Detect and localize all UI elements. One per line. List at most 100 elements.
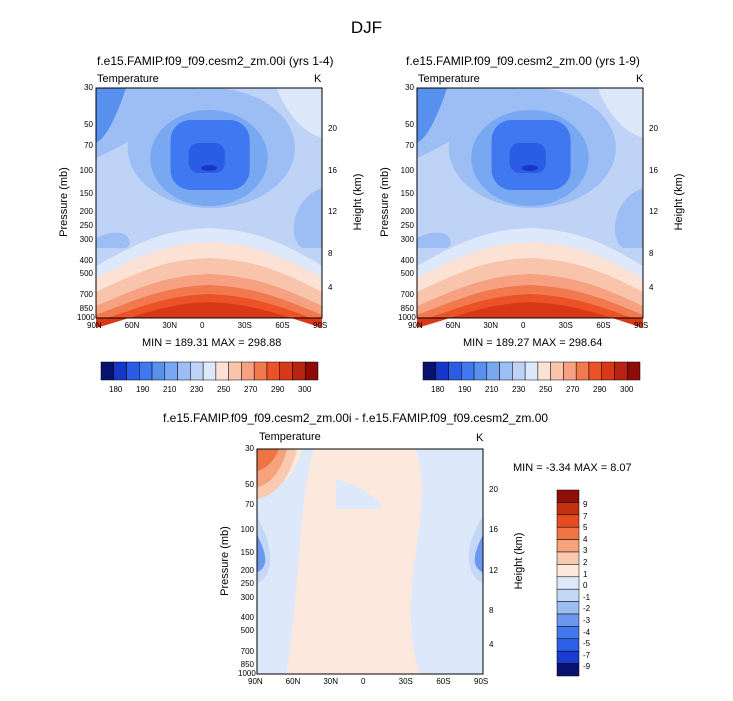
panel3-colorbar-label-9: -2 <box>583 604 591 614</box>
panel3-colorbar-label-10: -3 <box>583 616 591 625</box>
panel2-colorbar-swatch-2 <box>448 361 462 381</box>
panel3-colorbar <box>556 489 580 677</box>
panel2-x-tick-1: 60N <box>445 321 461 330</box>
panel1-right-label: K <box>314 73 322 85</box>
panel3-y-tick-2: 70 <box>245 500 254 510</box>
panel2-colorbar-label-4: 250 <box>539 385 553 394</box>
panel3-colorbar-label-2: 5 <box>583 523 588 533</box>
panel1-y-tick-9: 500 <box>79 269 93 279</box>
panel1-y2-tick-1: 16 <box>328 165 337 175</box>
panel2-colorbar-swatch-5 <box>486 361 500 381</box>
panel3-y2label: Height (km) <box>513 532 525 589</box>
panel2-y-tick-6: 250 <box>400 221 414 230</box>
panel1-colorbar-swatch-10 <box>228 361 242 381</box>
panel1-y-tick-5: 200 <box>79 207 93 217</box>
panel1-y-tick-4: 150 <box>79 188 93 198</box>
panel3-ylabel: Pressure (mb) <box>219 525 231 596</box>
panel3-colorbar-label-4: 3 <box>583 546 588 556</box>
panel1-colorbar-swatch-12 <box>253 361 268 381</box>
panel1-left-label: Temperature <box>97 73 159 85</box>
panel1-stats: MIN = 189.31 MAX = 298.88 <box>142 337 282 349</box>
panel1-y-tick-8: 400 <box>79 255 93 265</box>
panel3-title: f.e15.FAMIP.f09_f09.cesm2_zm.00i - f.e15… <box>163 411 549 425</box>
panel1-colorbar-label-3: 230 <box>190 385 204 394</box>
panel3-y-tick-3: 100 <box>240 525 254 534</box>
panel1-title: f.e15.FAMIP.f09_f09.cesm2_zm.00i (yrs 1-… <box>97 54 334 68</box>
panel2-contour-plot <box>416 87 644 328</box>
panel1-y2-tick-3: 8 <box>328 248 333 258</box>
panel3-colorbar-label-5: 2 <box>583 558 588 567</box>
panel2-colorbar-swatch-9 <box>537 361 551 381</box>
panel1-colorbar-label-5: 270 <box>244 385 258 394</box>
panel2-colorbar-swatch-13 <box>588 361 602 381</box>
panel2-y-tick-3: 100 <box>400 165 414 175</box>
panel3-colorbar-label-13: -7 <box>583 650 591 660</box>
panel3-y2-tick-3: 8 <box>489 606 494 615</box>
panel2-y2-tick-4: 4 <box>649 283 654 293</box>
panel2-x-tick-4: 30S <box>558 321 573 330</box>
panel1-colorbar-swatch-9 <box>215 361 229 381</box>
panel2-colorbar-swatch-8 <box>524 361 539 381</box>
panel2-y-tick-7: 300 <box>400 234 414 244</box>
panel2-y-tick-4: 150 <box>400 188 414 198</box>
panel3-colorbar-swatch-7 <box>556 576 580 590</box>
panel1-y-tick-12: 1000 <box>77 313 95 322</box>
panel2-colorbar-swatch-7 <box>512 361 526 381</box>
panel1-y-tick-7: 300 <box>79 234 93 244</box>
panel3-right-label: K <box>476 432 484 444</box>
panel1-colorbar-label-2: 210 <box>163 385 177 394</box>
panel3-x-tick-6: 90S <box>474 677 489 686</box>
panel2-y2-tick-0: 20 <box>649 124 658 134</box>
panel1-x-tick-4: 30S <box>237 321 252 330</box>
panel2-left-label: Temperature <box>418 73 480 85</box>
panel3-colorbar-swatch-14 <box>556 663 580 677</box>
panel3-colorbar-swatch-8 <box>556 588 580 602</box>
panel3-y2-tick-1: 16 <box>489 525 498 534</box>
panel3-colorbar-swatch-11 <box>556 626 580 640</box>
panel2-title: f.e15.FAMIP.f09_f09.cesm2_zm.00 (yrs 1-9… <box>406 54 640 68</box>
panel2-colorbar <box>422 361 641 381</box>
panel2-x-tick-6: 90S <box>634 321 649 330</box>
panel1-y2-tick-0: 20 <box>328 124 337 134</box>
panel3-left-label: Temperature <box>259 431 321 443</box>
panel1-y2label: Height (km) <box>352 173 364 231</box>
panel1-y-tick-11: 850 <box>79 303 93 313</box>
panel3-y-tick-6: 250 <box>240 579 254 588</box>
panel1-colorbar-swatch-0 <box>100 361 115 381</box>
panel3-y-tick-8: 400 <box>240 612 254 622</box>
panel1-colorbar-label-7: 300 <box>298 385 312 394</box>
panel2-colorbar-label-6: 290 <box>593 385 607 394</box>
panel1-ylabel: Pressure (mb) <box>58 167 70 237</box>
panel3-colorbar-swatch-3 <box>556 526 580 540</box>
panel3-y2-tick-4: 4 <box>489 639 494 649</box>
panel3-y2-tick-2: 12 <box>489 565 498 575</box>
panel2-y-tick-2: 70 <box>405 140 414 150</box>
panel2-colorbar-swatch-0 <box>422 361 437 381</box>
panel2-y2-tick-2: 12 <box>649 207 658 217</box>
panel2-colorbar-label-7: 300 <box>620 385 634 394</box>
panel2-ylabel: Pressure (mb) <box>379 167 391 237</box>
panel3-y-tick-1: 50 <box>245 480 254 489</box>
panel3-x-tick-1: 60N <box>285 677 301 686</box>
panel3-y-tick-12: 1000 <box>238 669 256 678</box>
panel1-colorbar-swatch-7 <box>190 361 204 381</box>
panel1-y2-tick-4: 4 <box>328 283 333 293</box>
panel3-y-tick-10: 700 <box>240 646 254 656</box>
panel1-colorbar-swatch-3 <box>139 361 153 381</box>
panel2-x-tick-3: 0 <box>521 321 526 330</box>
panel3-colorbar-label-8: -1 <box>583 592 591 602</box>
panel3-colorbar-swatch-4 <box>556 539 580 553</box>
panel1-y-tick-10: 700 <box>79 290 93 299</box>
panel2-colorbar-swatch-11 <box>563 361 577 381</box>
panel1-x-tick-3: 0 <box>200 321 205 330</box>
panel2-y-tick-8: 400 <box>400 255 414 265</box>
panel2-colorbar-swatch-15 <box>614 361 628 381</box>
panel1-colorbar-swatch-4 <box>151 361 166 381</box>
panel1-x-tick-2: 30N <box>162 321 178 330</box>
panel2-colorbar-swatch-14 <box>601 361 615 381</box>
panel2-x-tick-2: 30N <box>483 321 499 330</box>
panel2-y-tick-9: 500 <box>400 269 414 279</box>
panel1-y-tick-0: 30 <box>84 83 93 92</box>
panel1-contour-plot <box>95 87 323 328</box>
panel1-x-tick-1: 60N <box>124 321 140 330</box>
